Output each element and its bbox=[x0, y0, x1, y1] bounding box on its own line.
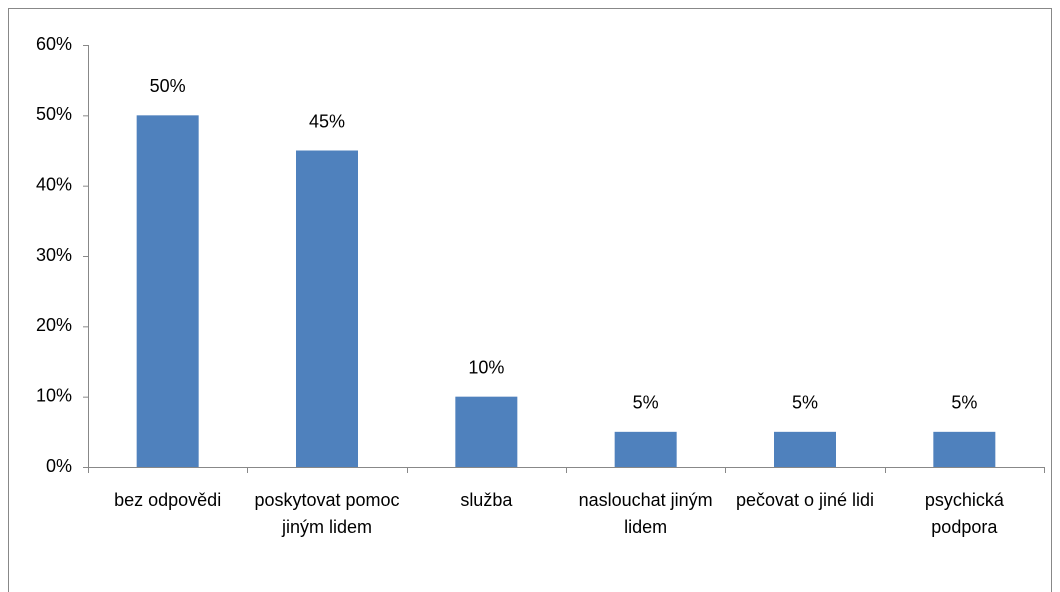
data-label: 5% bbox=[792, 393, 818, 413]
y-tick-label: 10% bbox=[36, 385, 72, 405]
y-tick-label: 40% bbox=[36, 174, 72, 194]
y-tick-label: 20% bbox=[36, 315, 72, 335]
data-label: 10% bbox=[468, 357, 504, 377]
bar bbox=[933, 431, 996, 467]
data-label: 5% bbox=[951, 393, 977, 413]
bar bbox=[136, 115, 199, 467]
chart-border bbox=[8, 8, 1052, 592]
y-tick-label: 0% bbox=[46, 456, 72, 476]
x-tick-label: poskytovat pomoc jiným lidem bbox=[254, 490, 400, 537]
x-tick-label: služba bbox=[460, 490, 513, 510]
y-tick-label: 30% bbox=[36, 245, 72, 265]
data-label: 50% bbox=[150, 76, 186, 96]
bar bbox=[296, 150, 358, 467]
y-tick-label: 50% bbox=[36, 104, 72, 124]
x-tick-label: naslouchat jiným lidem bbox=[578, 490, 713, 537]
bar bbox=[455, 396, 518, 467]
data-label: 5% bbox=[633, 393, 659, 413]
x-tick-label: psychická podpora bbox=[924, 490, 1004, 537]
y-tick-label: 60% bbox=[36, 34, 72, 54]
bar bbox=[614, 431, 677, 467]
bar bbox=[774, 431, 836, 467]
x-tick-label: bez odpovědi bbox=[114, 490, 222, 510]
data-label: 45% bbox=[309, 111, 345, 131]
x-tick-label: pečovat o jiné lidi bbox=[735, 490, 875, 510]
